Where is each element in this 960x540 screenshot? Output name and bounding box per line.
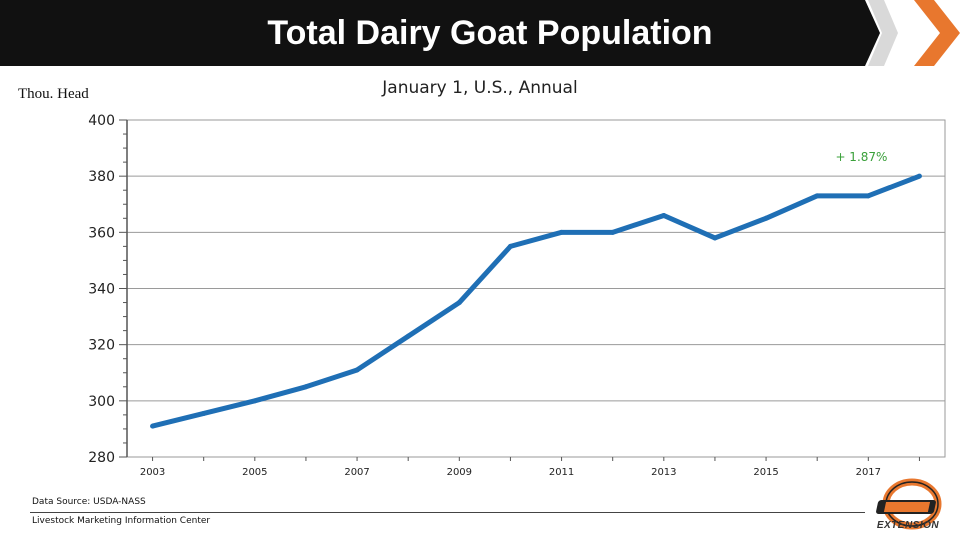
y-tick-label: 320 [88, 338, 115, 354]
data-point [559, 229, 565, 235]
y-tick-label: 300 [88, 394, 115, 410]
data-point [150, 423, 156, 429]
data-point [763, 215, 769, 221]
data-point [303, 384, 309, 390]
y-tick-label: 280 [88, 450, 115, 466]
chart-subtitle: January 1, U.S., Annual [382, 78, 578, 98]
x-tick-label: 2003 [140, 467, 165, 478]
x-tick-label: 2007 [344, 467, 369, 478]
data-point [405, 333, 411, 339]
series-layer [150, 173, 922, 429]
organization-name: Livestock Marketing Information Center [32, 516, 211, 526]
axis-layer [119, 119, 920, 461]
data-point [916, 173, 922, 179]
chevron-accent-gray [868, 0, 898, 66]
data-point [610, 229, 616, 235]
x-tick-label: 2013 [651, 467, 676, 478]
y-axis-unit-label: Thou. Head [18, 86, 89, 102]
series-line [151, 173, 921, 429]
data-point [865, 193, 871, 199]
y-tick-label: 380 [88, 169, 115, 185]
osu-extension-logo [876, 478, 942, 530]
slide-title: Total Dairy Goat Population [267, 14, 713, 52]
x-tick-label: 2011 [549, 467, 574, 478]
growth-annotation: + 1.87% [835, 150, 887, 164]
data-point [201, 410, 207, 416]
data-point [507, 243, 513, 249]
logo-wordmark: EXTENSION [876, 520, 940, 531]
x-tick-label: 2017 [856, 467, 881, 478]
data-point [814, 193, 820, 199]
y-tick-label: 340 [88, 282, 115, 298]
data-point [661, 212, 667, 218]
grid-layer [126, 119, 946, 458]
data-source-note: Data Source: USDA-NASS [32, 497, 146, 507]
y-tick-label: 400 [88, 113, 115, 129]
x-tick-label: 2015 [753, 467, 778, 478]
data-point [354, 367, 360, 373]
data-point [252, 398, 258, 404]
data-point [456, 300, 462, 306]
x-tick-label: 2009 [447, 467, 472, 478]
data-point [712, 235, 718, 241]
title-banner [0, 0, 960, 66]
label-layer: 280 300 320 340 360 380 400 2003 2005 2007 2009 201… [88, 113, 887, 478]
footer-divider [30, 512, 865, 513]
y-tick-label: 360 [88, 225, 115, 241]
x-tick-label: 2005 [242, 467, 267, 478]
chevron-accent-orange [914, 0, 960, 66]
